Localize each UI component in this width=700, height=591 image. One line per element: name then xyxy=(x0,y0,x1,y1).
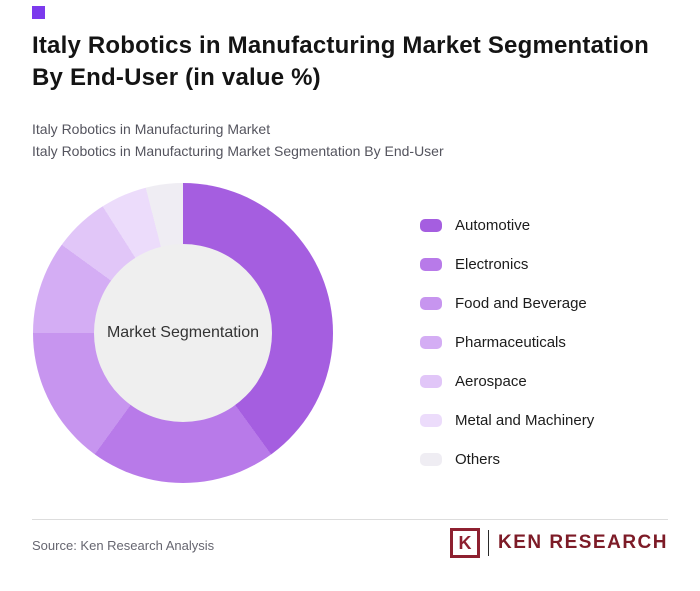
legend-item-food-and-beverage: Food and Beverage xyxy=(420,284,594,323)
legend-item-automotive: Automotive xyxy=(420,206,594,245)
footer-divider xyxy=(32,519,668,520)
legend-label: Pharmaceuticals xyxy=(455,334,566,351)
legend-swatch xyxy=(420,414,442,427)
ken-research-logo: K KEN RESEARCH xyxy=(449,528,668,558)
legend-swatch xyxy=(420,336,442,349)
ken-research-logo-text: KEN RESEARCH xyxy=(497,532,668,553)
legend-item-others: Others xyxy=(420,440,594,479)
legend-label: Aerospace xyxy=(455,373,527,390)
legend-item-metal-and-machinery: Metal and Machinery xyxy=(420,401,594,440)
legend-swatch xyxy=(420,258,442,271)
ken-research-logo-icon: K xyxy=(449,528,480,558)
legend-item-electronics: Electronics xyxy=(420,245,594,284)
donut-center-label: Market Segmentation xyxy=(106,324,260,341)
legend-label: Electronics xyxy=(455,256,529,273)
legend-swatch xyxy=(420,375,442,388)
brand-accent-square xyxy=(32,6,45,19)
legend-label: Metal and Machinery xyxy=(455,412,595,429)
legend-swatch xyxy=(420,297,442,310)
subtitle-block: Italy Robotics in Manufacturing Market I… xyxy=(32,118,652,162)
donut-chart-container: Market Segmentation xyxy=(33,183,333,483)
legend-swatch xyxy=(420,219,442,232)
legend-swatch xyxy=(420,453,442,466)
page-title: Italy Robotics in Manufacturing Market S… xyxy=(32,32,649,92)
subtitle-line-2: Italy Robotics in Manufacturing Market S… xyxy=(32,143,444,159)
logo-letter: K xyxy=(458,532,472,553)
legend-label: Others xyxy=(455,451,501,468)
legend-item-pharmaceuticals: Pharmaceuticals xyxy=(420,323,594,362)
legend-label: Automotive xyxy=(455,217,531,234)
legend-item-aerospace: Aerospace xyxy=(420,362,594,401)
chart-legend: Automotive Electronics Food and Beverage… xyxy=(420,206,594,479)
source-text: Source: Ken Research Analysis xyxy=(32,538,215,553)
logo-divider-bar xyxy=(487,530,489,556)
subtitle-line-1: Italy Robotics in Manufacturing Market xyxy=(32,121,271,137)
legend-label: Food and Beverage xyxy=(455,295,587,312)
donut-hole: Market Segmentation xyxy=(94,244,272,422)
